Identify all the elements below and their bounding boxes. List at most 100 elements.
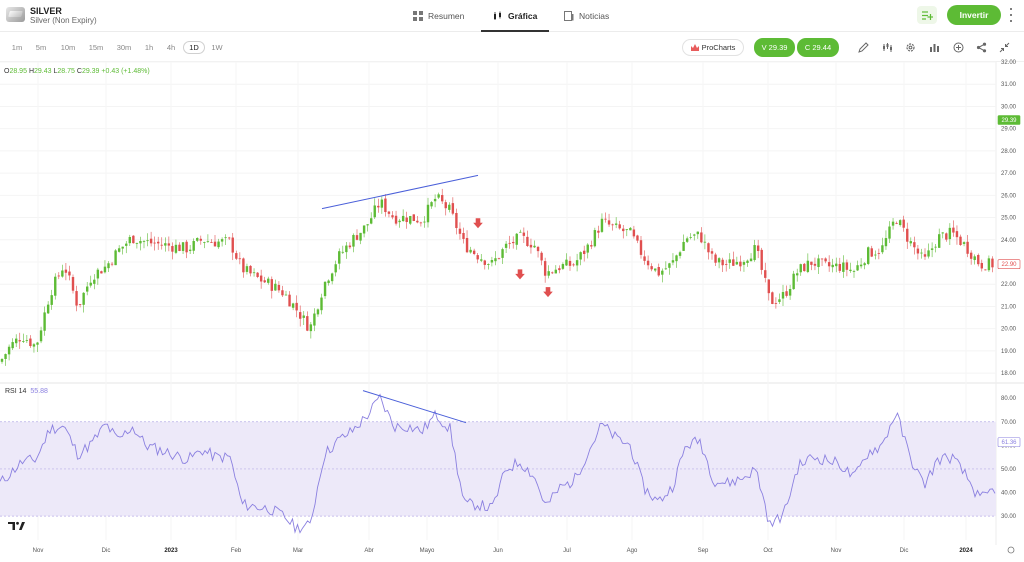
buy-button[interactable]: C 29.44 [797, 38, 839, 57]
time-tick-label: Mar [293, 548, 303, 554]
rsi-tick-label: 70.00 [1001, 420, 1017, 426]
candle [323, 281, 327, 297]
candle [646, 260, 650, 266]
timeframe-4h[interactable]: 4h [166, 43, 176, 52]
timeframe-1m[interactable]: 1m [11, 43, 23, 52]
chart-type-icon[interactable] [929, 42, 940, 53]
candle [938, 234, 941, 248]
candle [401, 215, 405, 222]
timeframe-1w[interactable]: 1W [211, 43, 223, 52]
invest-button[interactable]: Invertir [947, 5, 1001, 25]
kebab-icon[interactable] [1008, 8, 1014, 22]
collapse-icon[interactable] [999, 42, 1010, 53]
current-price-badge-box [997, 259, 1021, 270]
candle [703, 241, 707, 243]
candle [199, 238, 202, 241]
price-tick-label: 25.00 [1001, 216, 1017, 222]
candle [749, 258, 753, 262]
tab-grafica[interactable]: Gráfica [480, 0, 550, 32]
candle [955, 231, 959, 238]
settings-icon[interactable] [905, 42, 916, 53]
candle [756, 245, 760, 252]
top-header: SILVER Silver (Non Expiry) Resumen Gráfi… [0, 0, 1024, 32]
timeframe-1h[interactable]: 1h [144, 43, 154, 52]
symbol-title: SILVER [30, 6, 62, 16]
candle [611, 224, 614, 226]
candle [696, 231, 699, 235]
timeframe-10m[interactable]: 10m [60, 43, 76, 52]
candle [238, 258, 242, 260]
candle [68, 271, 71, 276]
candle [632, 229, 636, 237]
price-tick-label: 19.00 [1001, 349, 1017, 355]
share-icon[interactable] [976, 42, 987, 53]
pencil-icon[interactable] [858, 42, 869, 53]
candle [139, 240, 142, 244]
candle [966, 241, 969, 254]
timeframe-30m[interactable]: 30m [116, 43, 132, 52]
candle [341, 251, 344, 253]
candle [835, 263, 838, 267]
candle [46, 304, 50, 314]
candle [898, 220, 902, 226]
candle [565, 259, 568, 266]
candle [906, 228, 909, 242]
candle [739, 261, 742, 267]
candle [810, 261, 813, 265]
candle [682, 241, 685, 251]
timeframe-5m[interactable]: 5m [35, 43, 47, 52]
candle [86, 286, 89, 292]
symbol-subtitle: Silver (Non Expiry) [30, 16, 97, 25]
add-to-list-button[interactable] [917, 6, 937, 24]
tab-label: Noticias [579, 10, 610, 21]
candle [419, 222, 423, 224]
candle [259, 275, 263, 282]
candle [93, 279, 96, 284]
candle [717, 258, 721, 263]
candle [590, 245, 593, 247]
rsi-value: 55.88 [30, 388, 48, 395]
close-key: C [76, 68, 82, 75]
add-icon[interactable] [953, 42, 964, 53]
candle [476, 255, 479, 260]
candles-icon [494, 11, 501, 20]
candle [838, 264, 841, 271]
candle [54, 276, 57, 296]
time-tick-label: Jul [563, 548, 571, 554]
candle [643, 256, 646, 261]
candle [735, 261, 739, 265]
candle [700, 232, 703, 243]
candle [164, 243, 167, 246]
candle [320, 297, 323, 311]
candle [277, 284, 281, 291]
candle [856, 265, 859, 271]
candle [650, 266, 653, 270]
candle [146, 240, 149, 242]
candle [384, 198, 387, 213]
candle [252, 272, 256, 274]
candle [132, 235, 135, 244]
candle [984, 269, 987, 271]
chart-toolbar: 1m 5m 10m 15m 30m 1h 4h 1D 1W ProCharts … [0, 32, 1024, 62]
candle [540, 252, 543, 261]
tab-noticias[interactable]: Noticias [564, 0, 609, 31]
candle [636, 235, 639, 241]
candle [607, 220, 611, 225]
tab-resumen[interactable]: Resumen [413, 0, 464, 31]
candle [125, 243, 128, 246]
candle [210, 242, 213, 243]
timeframe-1d[interactable]: 1D [183, 41, 205, 54]
candle [480, 259, 483, 261]
candle [753, 245, 756, 261]
rsi-badge: 61.36 [1001, 440, 1017, 446]
candle [196, 237, 199, 241]
timeframe-15m[interactable]: 15m [88, 43, 104, 52]
last-price-badge: 29.39 [1001, 118, 1017, 124]
candle [394, 215, 398, 224]
time-tick-label: Abr [364, 548, 373, 554]
procharts-button[interactable]: ProCharts [682, 39, 744, 56]
indicators-icon[interactable] [882, 42, 893, 53]
sell-button[interactable]: V 29.39 [754, 38, 795, 57]
